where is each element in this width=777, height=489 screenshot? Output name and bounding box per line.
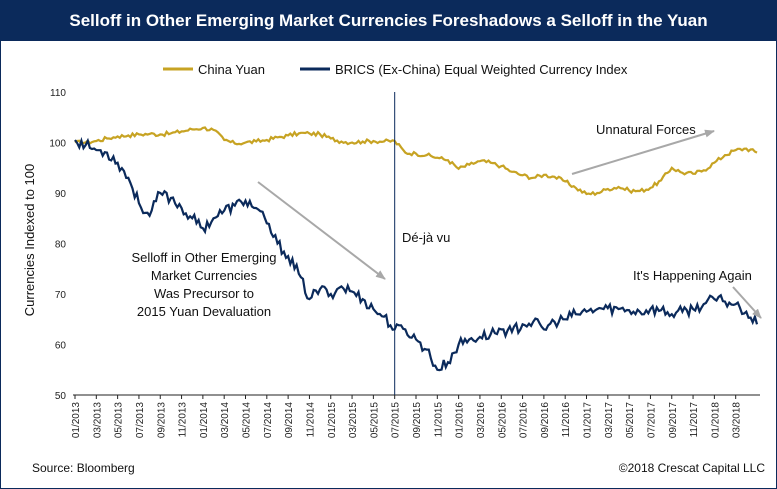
legend-label-yuan: China Yuan [198, 62, 265, 77]
y-tick-label: 60 [55, 341, 67, 352]
x-tick-label: 01/2017 [583, 402, 594, 439]
x-tick-label: 07/2017 [646, 402, 657, 439]
annotation-selloff-line: Selloff in Other Emerging [132, 250, 277, 265]
x-tick-label: 01/2014 [199, 402, 210, 439]
annotation-unnatural-forces: Unnatural Forces [596, 122, 696, 137]
selloff-arrow [257, 181, 386, 280]
x-tick-label: 03/2018 [732, 402, 743, 439]
x-tick-label: 09/2014 [284, 402, 295, 439]
series-line-yuan [74, 126, 758, 197]
y-axis-label: Currencies Indexed to 100 [22, 164, 37, 316]
x-tick-label: 05/2017 [625, 402, 636, 439]
legend: China Yuan BRICS (Ex-China) Equal Weight… [163, 62, 628, 77]
x-tick-label: 01/2016 [455, 402, 466, 439]
x-tick-label: 07/2015 [391, 402, 402, 439]
x-tick-label: 01/2013 [71, 402, 82, 439]
annotation-deja-vu: Dé-jà vu [402, 230, 450, 245]
source-note: Source: Bloomberg [32, 461, 135, 475]
x-tick-label: 11/2014 [305, 402, 316, 438]
legend-label-brics: BRICS (Ex-China) Equal Weighted Currency… [335, 62, 628, 77]
annotation-selloff: Selloff in Other Emerging Market Currenc… [132, 250, 277, 319]
copyright-note: ©2018 Crescat Capital LLC [619, 461, 766, 475]
x-tick-label: 11/2016 [561, 402, 572, 438]
x-tick-label: 03/2013 [92, 402, 103, 439]
x-tick-label: 01/2018 [710, 402, 721, 439]
x-tick-label: 09/2015 [412, 402, 423, 439]
x-tick-label: 09/2016 [540, 402, 551, 439]
happening-again-arrow [732, 286, 762, 319]
y-tick-label: 100 [49, 139, 66, 150]
y-tick-label: 80 [55, 240, 67, 251]
x-tick-label: 01/2015 [327, 402, 338, 439]
annotation-selloff-line: Was Precursor to [154, 286, 254, 301]
x-ticks: 01/2013 03/2013 05/2013 07/2013 09/2013 11/20… [71, 395, 743, 438]
unnatural-forces-arrow [571, 129, 715, 175]
y-ticks: 50 60 70 80 90 100 110 [49, 88, 66, 402]
chart-title: Selloff in Other Emerging Market Currenc… [1, 1, 776, 41]
y-tick-label: 70 [55, 290, 67, 301]
x-tick-label: 03/2017 [604, 402, 615, 439]
y-tick-label: 110 [50, 88, 66, 99]
x-tick-label: 09/2013 [156, 402, 167, 439]
series-line-brics [74, 136, 759, 372]
annotation-happening-again: It's Happening Again [633, 268, 752, 283]
x-tick-label: 07/2013 [135, 402, 146, 439]
y-tick-label: 50 [55, 391, 67, 402]
x-tick-label: 05/2015 [369, 402, 380, 439]
x-tick-label: 05/2013 [114, 402, 125, 439]
x-tick-label: 11/2013 [178, 402, 189, 438]
x-tick-label: 09/2017 [668, 402, 679, 439]
annotation-selloff-line: Market Currencies [151, 268, 258, 283]
annotation-selloff-line: 2015 Yuan Devaluation [137, 304, 271, 319]
x-tick-label: 03/2016 [476, 402, 487, 439]
x-tick-label: 03/2015 [348, 402, 359, 439]
y-tick-label: 90 [55, 189, 67, 200]
x-tick-label: 11/2017 [689, 402, 700, 438]
x-tick-label: 05/2014 [242, 402, 253, 439]
x-tick-label: 03/2014 [220, 402, 231, 439]
x-tick-label: 05/2016 [497, 402, 508, 439]
x-tick-label: 11/2015 [433, 402, 444, 438]
x-tick-label: 07/2016 [519, 402, 530, 439]
x-tick-label: 07/2014 [263, 402, 274, 439]
